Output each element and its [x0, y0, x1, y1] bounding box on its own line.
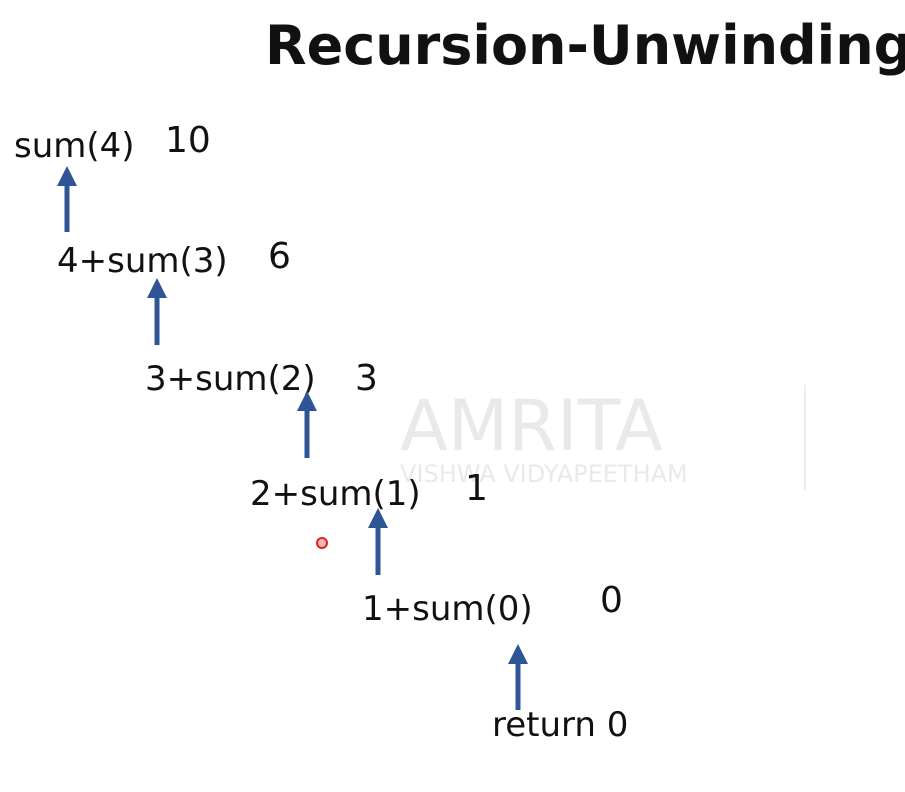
slide-title: Recursion-Unwinding: [265, 14, 905, 77]
watermark-subtitle: VISHWA VIDYAPEETHAM: [400, 460, 688, 488]
node-label: sum(4): [14, 126, 135, 166]
arrows: [57, 166, 528, 710]
node-label: 3+sum(2): [145, 359, 316, 399]
node-label: 1+sum(0): [362, 589, 533, 629]
node-result: 1: [465, 468, 488, 509]
node-result: 0: [600, 580, 623, 621]
node-result: 10: [165, 120, 211, 161]
node-result: 6: [268, 236, 291, 277]
node-label: 4+sum(3): [57, 241, 228, 281]
watermark-brand: AMRITA: [400, 385, 663, 467]
node-result: 3: [355, 358, 378, 399]
cursor-dot: [316, 537, 328, 549]
node-label: return 0: [492, 705, 628, 745]
node-label: 2+sum(1): [250, 474, 421, 514]
